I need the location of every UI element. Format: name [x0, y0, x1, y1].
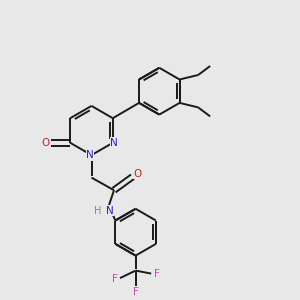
- Text: O: O: [41, 138, 50, 148]
- Text: H: H: [94, 206, 101, 216]
- Text: F: F: [154, 268, 160, 279]
- Text: N: N: [110, 138, 118, 148]
- Text: O: O: [134, 169, 142, 179]
- Text: N: N: [106, 206, 113, 216]
- Text: F: F: [133, 286, 139, 297]
- Text: N: N: [86, 150, 94, 160]
- Text: F: F: [112, 274, 118, 284]
